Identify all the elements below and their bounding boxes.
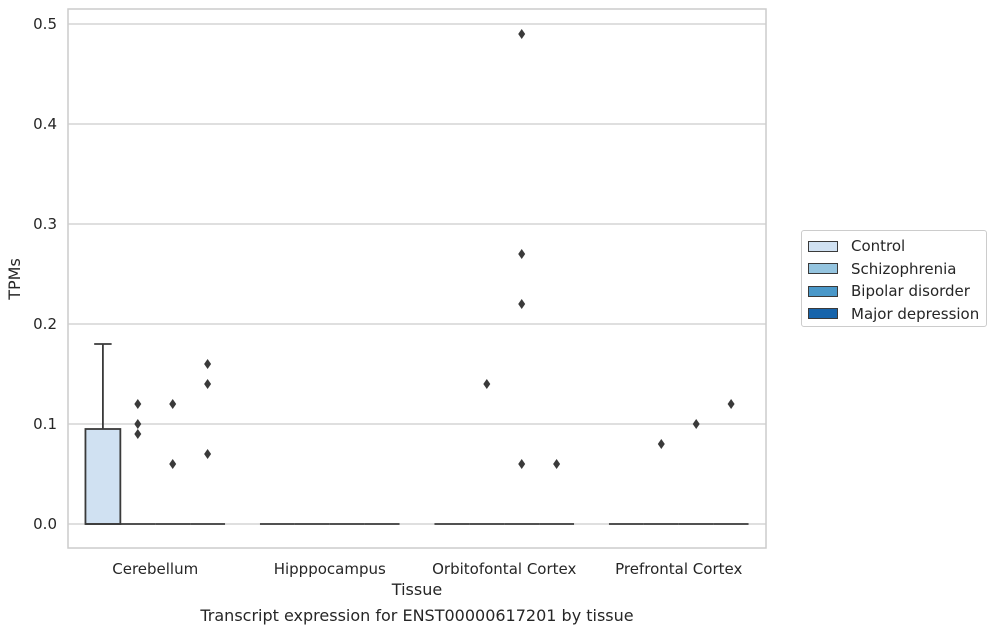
outlier-point (169, 399, 177, 409)
x-tick-label: Hipppocampus (274, 560, 386, 578)
box-group (84, 343, 122, 525)
x-tick-label: Orbitofontal Cortex (432, 560, 576, 578)
y-tick-label: 0.1 (33, 415, 57, 433)
legend: Control Schizophrenia Bipolar disorder M… (801, 230, 987, 327)
x-axis-label: Tissue (391, 580, 442, 599)
legend-item-schizophrenia: Schizophrenia (808, 258, 980, 281)
outlier-point (204, 359, 212, 369)
outlier-point (553, 459, 561, 469)
y-tick-label: 0.0 (33, 515, 57, 533)
plot-marks (84, 29, 749, 525)
plot-frame (67, 8, 767, 549)
y-axis-label: TPMs (5, 258, 24, 301)
x-tick-label: Prefrontal Cortex (615, 560, 742, 578)
outlier-point (204, 379, 212, 389)
outlier-point (518, 249, 526, 259)
box-group (190, 359, 226, 525)
box-group (539, 459, 575, 525)
outlier-point (169, 459, 177, 469)
x-tick-label: Cerebellum (112, 560, 198, 578)
legend-item-control: Control (808, 235, 980, 258)
outlier-point (518, 299, 526, 309)
outlier-point (204, 449, 212, 459)
legend-label-bipolar-disorder: Bipolar disorder (851, 282, 970, 301)
legend-swatch-major-depression (808, 308, 838, 320)
box-group (713, 399, 749, 525)
legend-label-major-depression: Major depression (851, 304, 980, 323)
box-group (469, 379, 505, 525)
legend-swatch-schizophrenia (808, 263, 838, 275)
legend-label-control: Control (851, 237, 906, 256)
box (84, 428, 122, 525)
legend-label-schizophrenia: Schizophrenia (851, 259, 957, 278)
y-tick-label: 0.4 (33, 115, 57, 133)
outlier-point (692, 419, 700, 429)
y-tick-label: 0.3 (33, 215, 57, 233)
legend-item-bipolar-disorder: Bipolar disorder (808, 280, 980, 303)
box-group (643, 439, 679, 525)
box-group (504, 29, 540, 525)
outlier-point (134, 419, 142, 429)
box-group (155, 399, 191, 525)
outlier-point (727, 399, 735, 409)
legend-swatch-control (808, 240, 838, 252)
outlier-point (134, 429, 142, 439)
outlier-point (518, 459, 526, 469)
y-tick-label: 0.5 (33, 15, 57, 33)
legend-item-major-depression: Major depression (808, 303, 980, 326)
chart-caption: Transcript expression for ENST0000061720… (200, 606, 634, 625)
axis-ticks: 0.0 0.1 0.2 0.3 0.4 0.5 Cerebellum Hipppocampus… (33, 15, 742, 578)
legend-swatch-bipolar-disorder (808, 285, 838, 297)
outlier-point (134, 399, 142, 409)
y-tick-label: 0.2 (33, 315, 57, 333)
outlier-point (657, 439, 665, 449)
outlier-point (483, 379, 491, 389)
box-group (678, 419, 714, 525)
outlier-point (518, 29, 526, 39)
box-group (120, 399, 156, 525)
